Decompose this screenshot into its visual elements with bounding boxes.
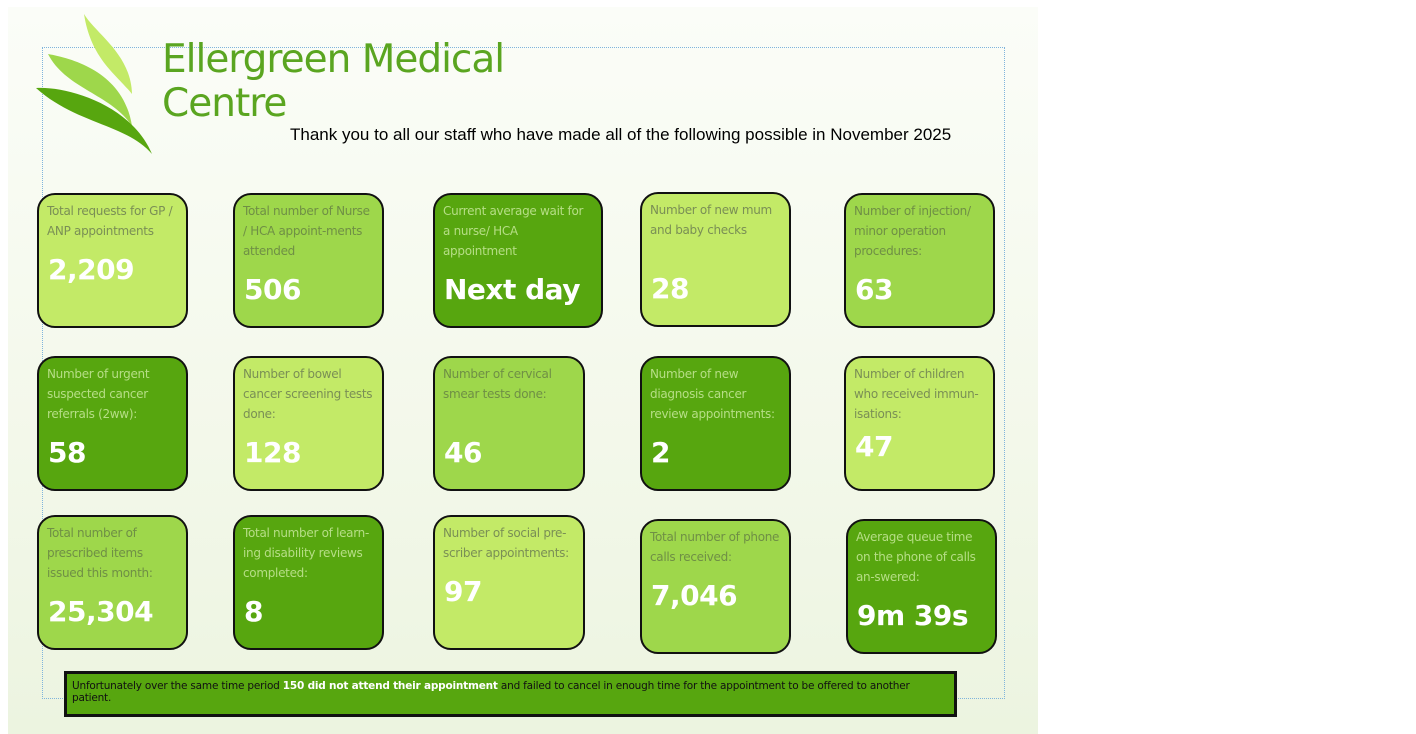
stat-value: 128 xyxy=(244,436,301,469)
stat-card-phone-queue-time: Average queue time on the phone of calls… xyxy=(846,519,997,654)
stat-value: 8 xyxy=(244,595,263,628)
dna-notice-suffix: and failed to cancel in enough time for … xyxy=(72,680,910,704)
brand-line-1: Ellergreen Medical xyxy=(162,37,505,82)
stat-card-learning-disability-reviews: Total number of learn-ing disability rev… xyxy=(233,515,384,650)
stat-value: 97 xyxy=(444,575,482,608)
stat-value: Next day xyxy=(444,273,580,306)
stat-label: Total number of Nurse / HCA appoint-ment… xyxy=(243,204,370,258)
stat-value: 63 xyxy=(855,273,893,306)
stat-value: 506 xyxy=(244,273,301,306)
stat-label: Total requests for GP / ANP appointments xyxy=(47,204,173,238)
stat-card-phone-calls: Total number of phone calls received: 7,… xyxy=(640,519,791,654)
stat-card-mum-baby-checks: Number of new mum and baby checks 28 xyxy=(640,192,791,327)
dna-notice-banner: Unfortunately over the same time period … xyxy=(64,671,957,717)
stat-value: 58 xyxy=(48,436,86,469)
stat-value: 28 xyxy=(651,272,689,305)
stat-label: Total number of prescribed items issued … xyxy=(47,526,153,580)
thank-you-heading: Thank you to all our staff who have made… xyxy=(290,125,952,144)
stat-label: Total number of learn-ing disability rev… xyxy=(243,526,369,580)
stat-label: Number of injection/ minor operation pro… xyxy=(854,204,971,258)
stat-card-nurse-appointments: Total number of Nurse / HCA appoint-ment… xyxy=(233,193,384,328)
stat-card-injection-procedures: Number of injection/ minor operation pro… xyxy=(844,193,995,328)
stat-value: 7,046 xyxy=(651,579,738,612)
stat-label: Number of social pre-scriber appointment… xyxy=(443,526,569,560)
stat-label: Average queue time on the phone of calls… xyxy=(856,530,976,584)
brand-line-2: Centre xyxy=(162,81,287,126)
stat-card-cancer-review: Number of new diagnosis cancer review ap… xyxy=(640,356,791,491)
stat-label: Number of new diagnosis cancer review ap… xyxy=(650,367,775,421)
dna-notice-prefix: Unfortunately over the same time period xyxy=(72,680,283,692)
stat-card-nurse-wait: Current average wait for a nurse/ HCA ap… xyxy=(433,193,603,328)
dna-notice-highlight: 150 did not attend their appointment xyxy=(282,680,498,692)
stat-card-bowel-screening: Number of bowel cancer screening tests d… xyxy=(233,356,384,491)
stat-label: Number of new mum and baby checks xyxy=(650,203,772,237)
stat-value: 46 xyxy=(444,436,482,469)
stat-value: 9m 39s xyxy=(857,599,969,632)
stat-value: 2,209 xyxy=(48,253,135,286)
stat-label: Current average wait for a nurse/ HCA ap… xyxy=(443,204,584,258)
stat-label: Number of urgent suspected cancer referr… xyxy=(47,367,150,421)
stat-card-cervical-smear: Number of cervical smear tests done: 46 xyxy=(433,356,585,491)
leaf-logo-icon xyxy=(36,14,152,154)
stat-label: Number of children who received immun-is… xyxy=(854,367,979,421)
stat-value: 2 xyxy=(651,436,670,469)
stat-card-gp-requests: Total requests for GP / ANP appointments… xyxy=(37,193,188,328)
stat-label: Total number of phone calls received: xyxy=(650,530,780,564)
stat-value: 47 xyxy=(855,430,893,463)
stat-value: 25,304 xyxy=(48,595,154,628)
stat-label: Number of bowel cancer screening tests d… xyxy=(243,367,373,421)
stat-card-child-immunisations: Number of children who received immun-is… xyxy=(844,356,995,491)
brand-name: Ellergreen Medical Centre xyxy=(162,37,505,126)
stat-card-social-prescriber: Number of social pre-scriber appointment… xyxy=(433,515,585,650)
stat-card-prescribed-items: Total number of prescribed items issued … xyxy=(37,515,188,650)
stat-label: Number of cervical smear tests done: xyxy=(443,367,552,401)
stat-card-urgent-cancer-referrals: Number of urgent suspected cancer referr… xyxy=(37,356,188,491)
